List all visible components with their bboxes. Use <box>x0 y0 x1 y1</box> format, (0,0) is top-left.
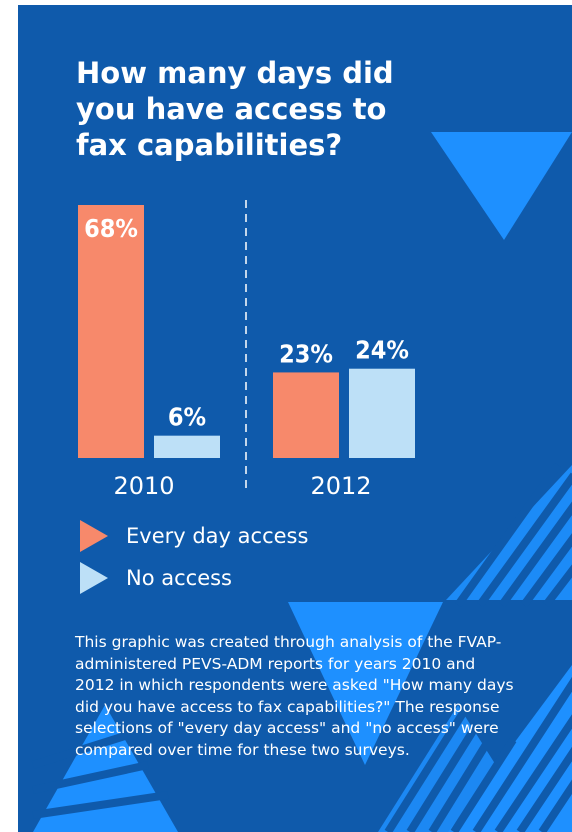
legend-label-no-access: No access <box>126 566 232 590</box>
legend-item-every-day: Every day access <box>80 520 308 552</box>
infographic-card: How many days did you have access to fax… <box>18 5 572 832</box>
x-tick-label-2010: 2010 <box>113 472 174 500</box>
decorative-background <box>31 132 572 832</box>
bar-every-day-2012 <box>273 372 339 458</box>
x-tick-label-2012: 2012 <box>310 472 371 500</box>
data-label-every-day-2010: 68% <box>84 214 138 243</box>
data-label-no-access-2012: 24% <box>355 336 409 365</box>
bar-chart: 68% 6% 2010 23% 24% 2012 <box>78 200 415 500</box>
triangle-right-icon <box>80 562 108 594</box>
triangle-right-icon <box>80 520 108 552</box>
bar-no-access-2012 <box>349 368 415 458</box>
bar-no-access-2010 <box>154 435 220 458</box>
data-label-no-access-2010: 6% <box>168 403 206 432</box>
stripe-cutouts <box>31 462 572 832</box>
chart-title: How many days did you have access to fax… <box>76 56 394 162</box>
bar-every-day-2010 <box>78 205 144 458</box>
decorative-triangle-top-right <box>431 132 572 240</box>
description-text: This graphic was created through analysi… <box>75 633 514 759</box>
legend-item-no-access: No access <box>80 562 232 594</box>
data-label-every-day-2012: 23% <box>279 339 333 368</box>
decorative-triangle-center <box>288 602 443 765</box>
legend-label-every-day: Every day access <box>126 524 309 548</box>
